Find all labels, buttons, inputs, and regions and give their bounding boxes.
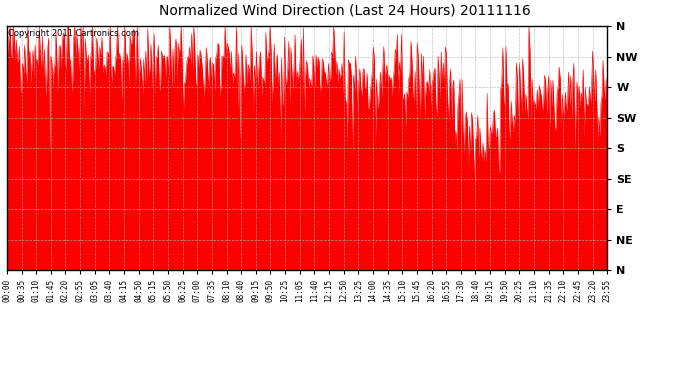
Text: Normalized Wind Direction (Last 24 Hours) 20111116: Normalized Wind Direction (Last 24 Hours… bbox=[159, 4, 531, 18]
Text: Copyright 2011 Cartronics.com: Copyright 2011 Cartronics.com bbox=[8, 29, 139, 38]
